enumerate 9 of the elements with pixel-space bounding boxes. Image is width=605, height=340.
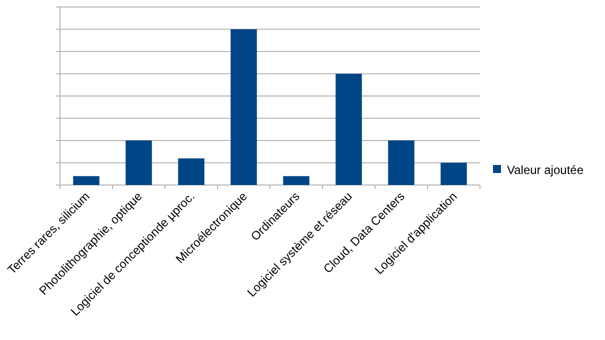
bar xyxy=(230,29,257,185)
bar xyxy=(388,140,414,185)
legend-label: Valeur ajoutée xyxy=(507,163,584,177)
bar xyxy=(336,74,362,185)
bar xyxy=(283,176,310,185)
bar xyxy=(126,140,152,185)
bar xyxy=(440,162,467,185)
bar xyxy=(178,158,204,185)
bar xyxy=(73,176,100,185)
